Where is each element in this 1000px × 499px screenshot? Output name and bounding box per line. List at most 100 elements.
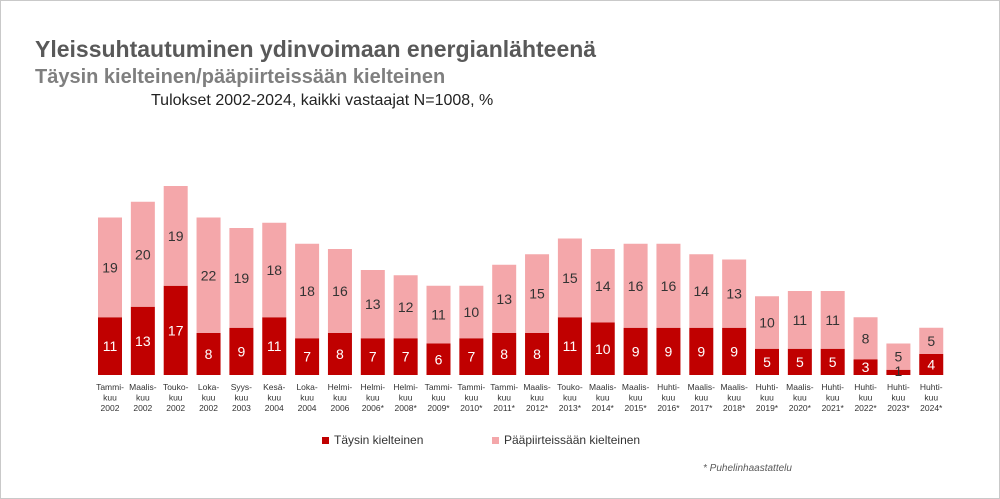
category-label: Maalis-: [622, 382, 650, 392]
category-label: Maalis-: [589, 382, 617, 392]
legend-label-mostly-negative: Pääpiirteissään kielteinen: [504, 433, 641, 447]
category-label: 2003: [232, 403, 251, 413]
category-label: kuu: [333, 393, 347, 403]
category-label: 2023*: [887, 403, 910, 413]
bar-mostly-negative: [426, 285, 451, 344]
legend: Täysin kielteinen Pääpiirteissään kielte…: [0, 433, 1000, 449]
category-label: 2011*: [493, 403, 515, 413]
category-label: Touko-: [557, 382, 583, 392]
data-label-mostly-negative: 12: [398, 299, 414, 315]
category-label: kuu: [826, 393, 840, 403]
data-label-fully-negative: 17: [168, 322, 184, 338]
category-label: kuu: [629, 393, 643, 403]
bar-fully-negative: [656, 327, 681, 375]
category-label: Maalis-: [720, 382, 748, 392]
category-label: 2014*: [592, 403, 615, 413]
bar-mostly-negative: [130, 201, 155, 307]
category-label: kuu: [399, 393, 413, 403]
category-label: 2009*: [427, 403, 450, 413]
bar-fully-negative: [229, 327, 254, 375]
data-label-mostly-negative: 14: [694, 283, 710, 299]
bar-fully-negative: [853, 359, 878, 375]
category-label: kuu: [267, 393, 281, 403]
bar-fully-negative: [98, 317, 122, 375]
legend-item-mostly-negative: Pääpiirteissään kielteinen: [492, 433, 640, 447]
category-label: 2018*: [723, 403, 746, 413]
bar-mostly-negative: [393, 275, 418, 339]
category-label: Maalis-: [688, 382, 716, 392]
category-label: kuu: [760, 393, 774, 403]
bar-mostly-negative: [820, 291, 845, 349]
category-label: Loka-: [296, 382, 317, 392]
category-label: Huhti-: [821, 382, 844, 392]
data-label-mostly-negative: 16: [628, 278, 644, 294]
data-label-fully-negative: 9: [697, 343, 705, 359]
category-label: 2019*: [756, 403, 779, 413]
data-label-mostly-negative: 13: [726, 286, 742, 302]
data-label-mostly-negative: 8: [862, 330, 870, 346]
category-label: Helmi-: [361, 382, 386, 392]
chart-title: Yleissuhtautuminen ydinvoimaan energianl…: [35, 36, 597, 62]
bar-fully-negative: [196, 333, 221, 375]
bar-fully-negative: [755, 348, 779, 375]
category-label: kuu: [366, 393, 380, 403]
category-label: 2002: [199, 403, 218, 413]
chart-results-note: Tulokset 2002-2024, kaikki vastaajat N=1…: [151, 92, 494, 109]
data-label-mostly-negative: 11: [793, 312, 808, 328]
bar-mostly-negative: [689, 254, 714, 328]
data-label-mostly-negative: 14: [595, 278, 611, 294]
bar-mostly-negative: [229, 228, 254, 328]
bar-mostly-negative: [327, 249, 352, 333]
data-label-mostly-negative: 20: [135, 246, 151, 262]
category-label: 2008*: [395, 403, 418, 413]
bar-fully-negative: [919, 354, 944, 375]
category-label: 2002: [101, 403, 120, 413]
data-label-fully-negative: 3: [862, 359, 870, 375]
category-label: kuu: [530, 393, 544, 403]
data-label-mostly-negative: 13: [496, 291, 512, 307]
category-label: kuu: [793, 393, 807, 403]
data-label-fully-negative: 6: [435, 351, 443, 367]
category-label: kuu: [694, 393, 708, 403]
data-label-mostly-negative: 5: [927, 333, 935, 349]
category-label: Tammi-: [96, 382, 124, 392]
category-label: Kesä-: [263, 382, 285, 392]
data-label-fully-negative: 8: [205, 346, 213, 362]
category-label: 2004: [265, 403, 284, 413]
data-label-mostly-negative: 10: [464, 304, 480, 320]
bar-fully-negative: [886, 369, 911, 375]
bar-fully-negative: [820, 348, 845, 375]
data-label-mostly-negative: 10: [759, 315, 775, 331]
data-label-fully-negative: 7: [402, 349, 410, 365]
data-label-mostly-negative: 16: [661, 278, 677, 294]
data-label-fully-negative: 9: [665, 343, 673, 359]
category-label: 2006*: [362, 403, 385, 413]
category-label: Huhti-: [854, 382, 877, 392]
category-label: kuu: [464, 393, 478, 403]
bar-fully-negative: [492, 333, 517, 375]
data-label-fully-negative: 9: [238, 343, 246, 359]
category-label: kuu: [727, 393, 741, 403]
category-label: kuu: [432, 393, 446, 403]
category-label: 2010*: [460, 403, 483, 413]
bar-fully-negative: [426, 343, 451, 375]
data-label-mostly-negative: 19: [102, 259, 118, 275]
bar-mostly-negative: [656, 243, 681, 328]
bar-mostly-negative: [755, 296, 779, 349]
footnote: * Puhelinhaastattelu: [703, 463, 792, 474]
data-label-mostly-negative: 11: [431, 307, 446, 323]
bar-mostly-negative: [98, 217, 122, 318]
data-label-fully-negative: 13: [135, 333, 151, 349]
category-label: kuu: [103, 393, 117, 403]
bar-fully-negative: [130, 306, 155, 375]
data-label-fully-negative: 7: [369, 349, 377, 365]
category-label: kuu: [202, 393, 216, 403]
category-label: Huhti-: [756, 382, 779, 392]
category-label: Helmi-: [328, 382, 353, 392]
bar-fully-negative: [787, 348, 812, 375]
data-label-mostly-negative: 5: [895, 349, 903, 365]
legend-swatch-mostly-negative: [492, 436, 499, 444]
bar-mostly-negative: [163, 186, 188, 286]
category-label: Maalis-: [786, 382, 814, 392]
